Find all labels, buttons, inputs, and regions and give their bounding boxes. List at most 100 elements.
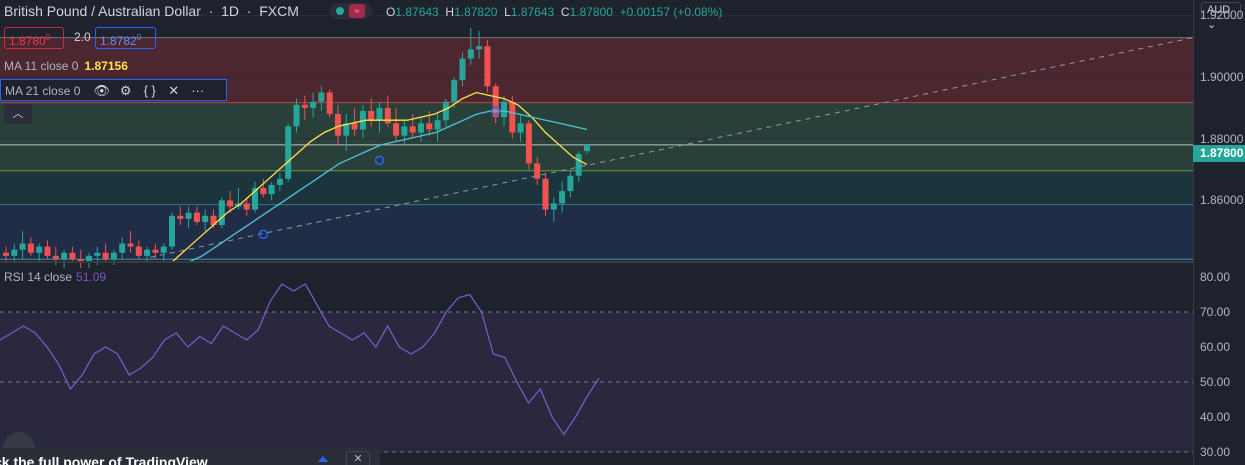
- rsi-tick-label: 70.00: [1200, 305, 1231, 319]
- candle-body: [351, 123, 358, 130]
- candle-body: [210, 215, 217, 226]
- ma21-legend[interactable]: MA 21 close 0 👁︎ ⚙ { } ✕ ···: [0, 79, 227, 101]
- buy-button[interactable]: 1.87820: [95, 27, 156, 49]
- candle-body: [86, 255, 92, 262]
- candle-body: [19, 243, 26, 250]
- candle-body: [567, 175, 574, 192]
- candle-body: [293, 104, 300, 127]
- rsi-tick-label: 40.00: [1200, 410, 1231, 424]
- symbol-title[interactable]: British Pound / Australian Dollar · 1D ·…: [4, 3, 299, 19]
- exchange-label: FXCM: [259, 3, 299, 19]
- candle-body: [202, 215, 209, 222]
- braces-icon[interactable]: { }: [143, 83, 156, 98]
- rsi-label: RSI 14 close: [4, 270, 73, 284]
- candle-body: [260, 188, 267, 195]
- close-icon[interactable]: ✕: [346, 451, 370, 465]
- ma11-line: [171, 91, 588, 263]
- candle-body: [426, 123, 433, 130]
- candle-body: [318, 92, 325, 102]
- candle-body: [525, 123, 532, 164]
- ma11-legend[interactable]: MA 11 close 0 1.87156: [0, 55, 128, 77]
- candle-body: [459, 58, 466, 81]
- chevron-down-icon: ⌄: [1207, 19, 1217, 31]
- candle-body: [384, 107, 391, 124]
- rsi-tick-label: 80.00: [1200, 270, 1231, 284]
- candle-body: [268, 184, 275, 195]
- eye-icon[interactable]: 👁︎: [93, 83, 110, 98]
- candle-body: [517, 123, 524, 133]
- candle-body: [152, 249, 159, 253]
- trend-line: [149, 37, 1194, 258]
- candle-body: [160, 246, 167, 253]
- candle-body: [451, 80, 458, 102]
- cross-marker: [258, 229, 269, 240]
- market-open-dot-icon: [336, 7, 344, 15]
- candle-body: [409, 126, 416, 133]
- chevron-up-icon[interactable]: ︿: [4, 104, 32, 124]
- candle-body: [61, 252, 68, 259]
- candle-body: [3, 252, 9, 256]
- candle-body: [368, 110, 375, 121]
- currency-selector[interactable]: AUD ⌄: [1201, 2, 1241, 31]
- candle-body: [501, 101, 507, 118]
- candle-body: [169, 215, 175, 247]
- spread-value: 2.0: [74, 30, 91, 44]
- candle-body: [550, 203, 557, 210]
- candle-body: [119, 243, 126, 253]
- rsi-line: [0, 283, 600, 436]
- candle-body: [310, 101, 317, 108]
- candle-body: [110, 252, 117, 259]
- market-status-toggle[interactable]: ≈: [330, 3, 372, 19]
- candle-body: [11, 249, 18, 256]
- candle-body: [335, 114, 341, 136]
- fib-band: [0, 204, 1193, 260]
- gear-icon[interactable]: ⚙: [119, 83, 132, 98]
- candle-body: [135, 246, 142, 256]
- candle-body: [442, 101, 449, 121]
- ma11-label: MA 11 close 0: [4, 59, 79, 73]
- ma21-label: MA 21 close 0: [5, 84, 81, 98]
- interval-label[interactable]: 1D: [221, 3, 240, 19]
- candle-body: [193, 212, 200, 222]
- fib-band: [0, 102, 1193, 145]
- candle-body: [343, 123, 350, 136]
- promo-text: ck the full power of TradingView: [0, 454, 208, 465]
- candle-body: [69, 252, 76, 259]
- sell-button[interactable]: 1.87800: [4, 27, 64, 49]
- candle-body: [227, 200, 234, 207]
- candle-body: [401, 126, 408, 136]
- candle-body: [476, 46, 483, 50]
- candle-body: [144, 249, 151, 256]
- candle-body: [575, 154, 582, 176]
- price-axis[interactable]: [1193, 0, 1245, 465]
- candle-body: [52, 255, 59, 259]
- candle-body: [492, 86, 499, 118]
- more-icon[interactable]: ···: [191, 83, 205, 98]
- cross-marker: [374, 155, 385, 166]
- candle-body: [484, 46, 491, 87]
- chevron-up-icon[interactable]: [318, 456, 328, 462]
- ma21-line: [188, 110, 588, 263]
- price-tick-label: 1.86000: [1200, 193, 1244, 208]
- candle-body: [94, 252, 101, 256]
- candle-body: [534, 163, 541, 179]
- symbol-name[interactable]: British Pound / Australian Dollar: [4, 3, 201, 19]
- candle-body: [559, 191, 566, 204]
- candle-body: [301, 104, 308, 108]
- rsi-legend[interactable]: RSI 14 close 51.09: [4, 270, 106, 284]
- candle-body: [509, 101, 516, 133]
- candle-body: [326, 92, 333, 115]
- price-tick-label: 1.92000: [1200, 8, 1244, 23]
- candle-body: [243, 203, 250, 210]
- candle-body: [127, 243, 134, 247]
- candle-body: [102, 252, 109, 259]
- candle-body: [27, 243, 34, 253]
- separator-dot: ·: [242, 3, 256, 19]
- current-price-label: 1.87800: [1193, 145, 1245, 162]
- candle-body: [77, 258, 84, 262]
- close-icon[interactable]: ✕: [168, 83, 180, 98]
- candle-body: [218, 200, 225, 226]
- rsi-tick-label: 30.00: [1200, 445, 1231, 459]
- rsi-tick-label: 60.00: [1200, 340, 1231, 354]
